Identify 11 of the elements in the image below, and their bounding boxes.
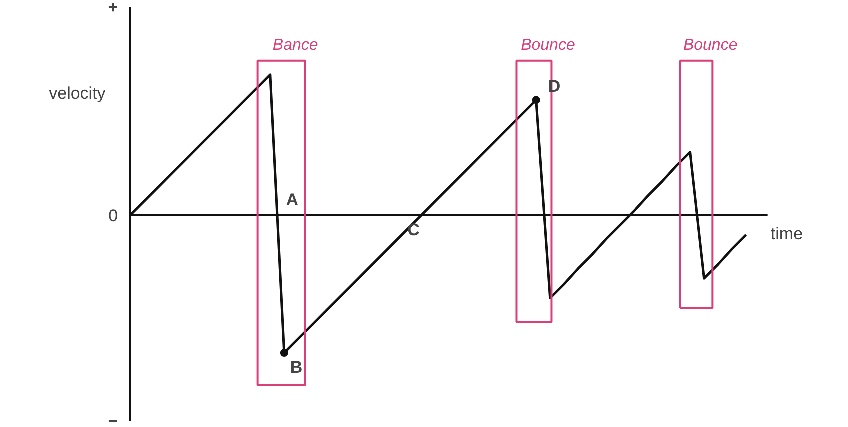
annotation: C: [408, 220, 420, 240]
y-axis-title: velocity: [49, 84, 106, 104]
text: 0: [108, 206, 118, 226]
text: +: [108, 0, 118, 17]
text: −: [108, 412, 118, 427]
annotation: A: [286, 190, 298, 210]
x-axis-title: time: [770, 224, 804, 244]
text: Bounce: [683, 36, 738, 54]
text: Bance: [272, 36, 318, 54]
text: B: [290, 358, 303, 378]
text: Bounce: [521, 36, 576, 54]
